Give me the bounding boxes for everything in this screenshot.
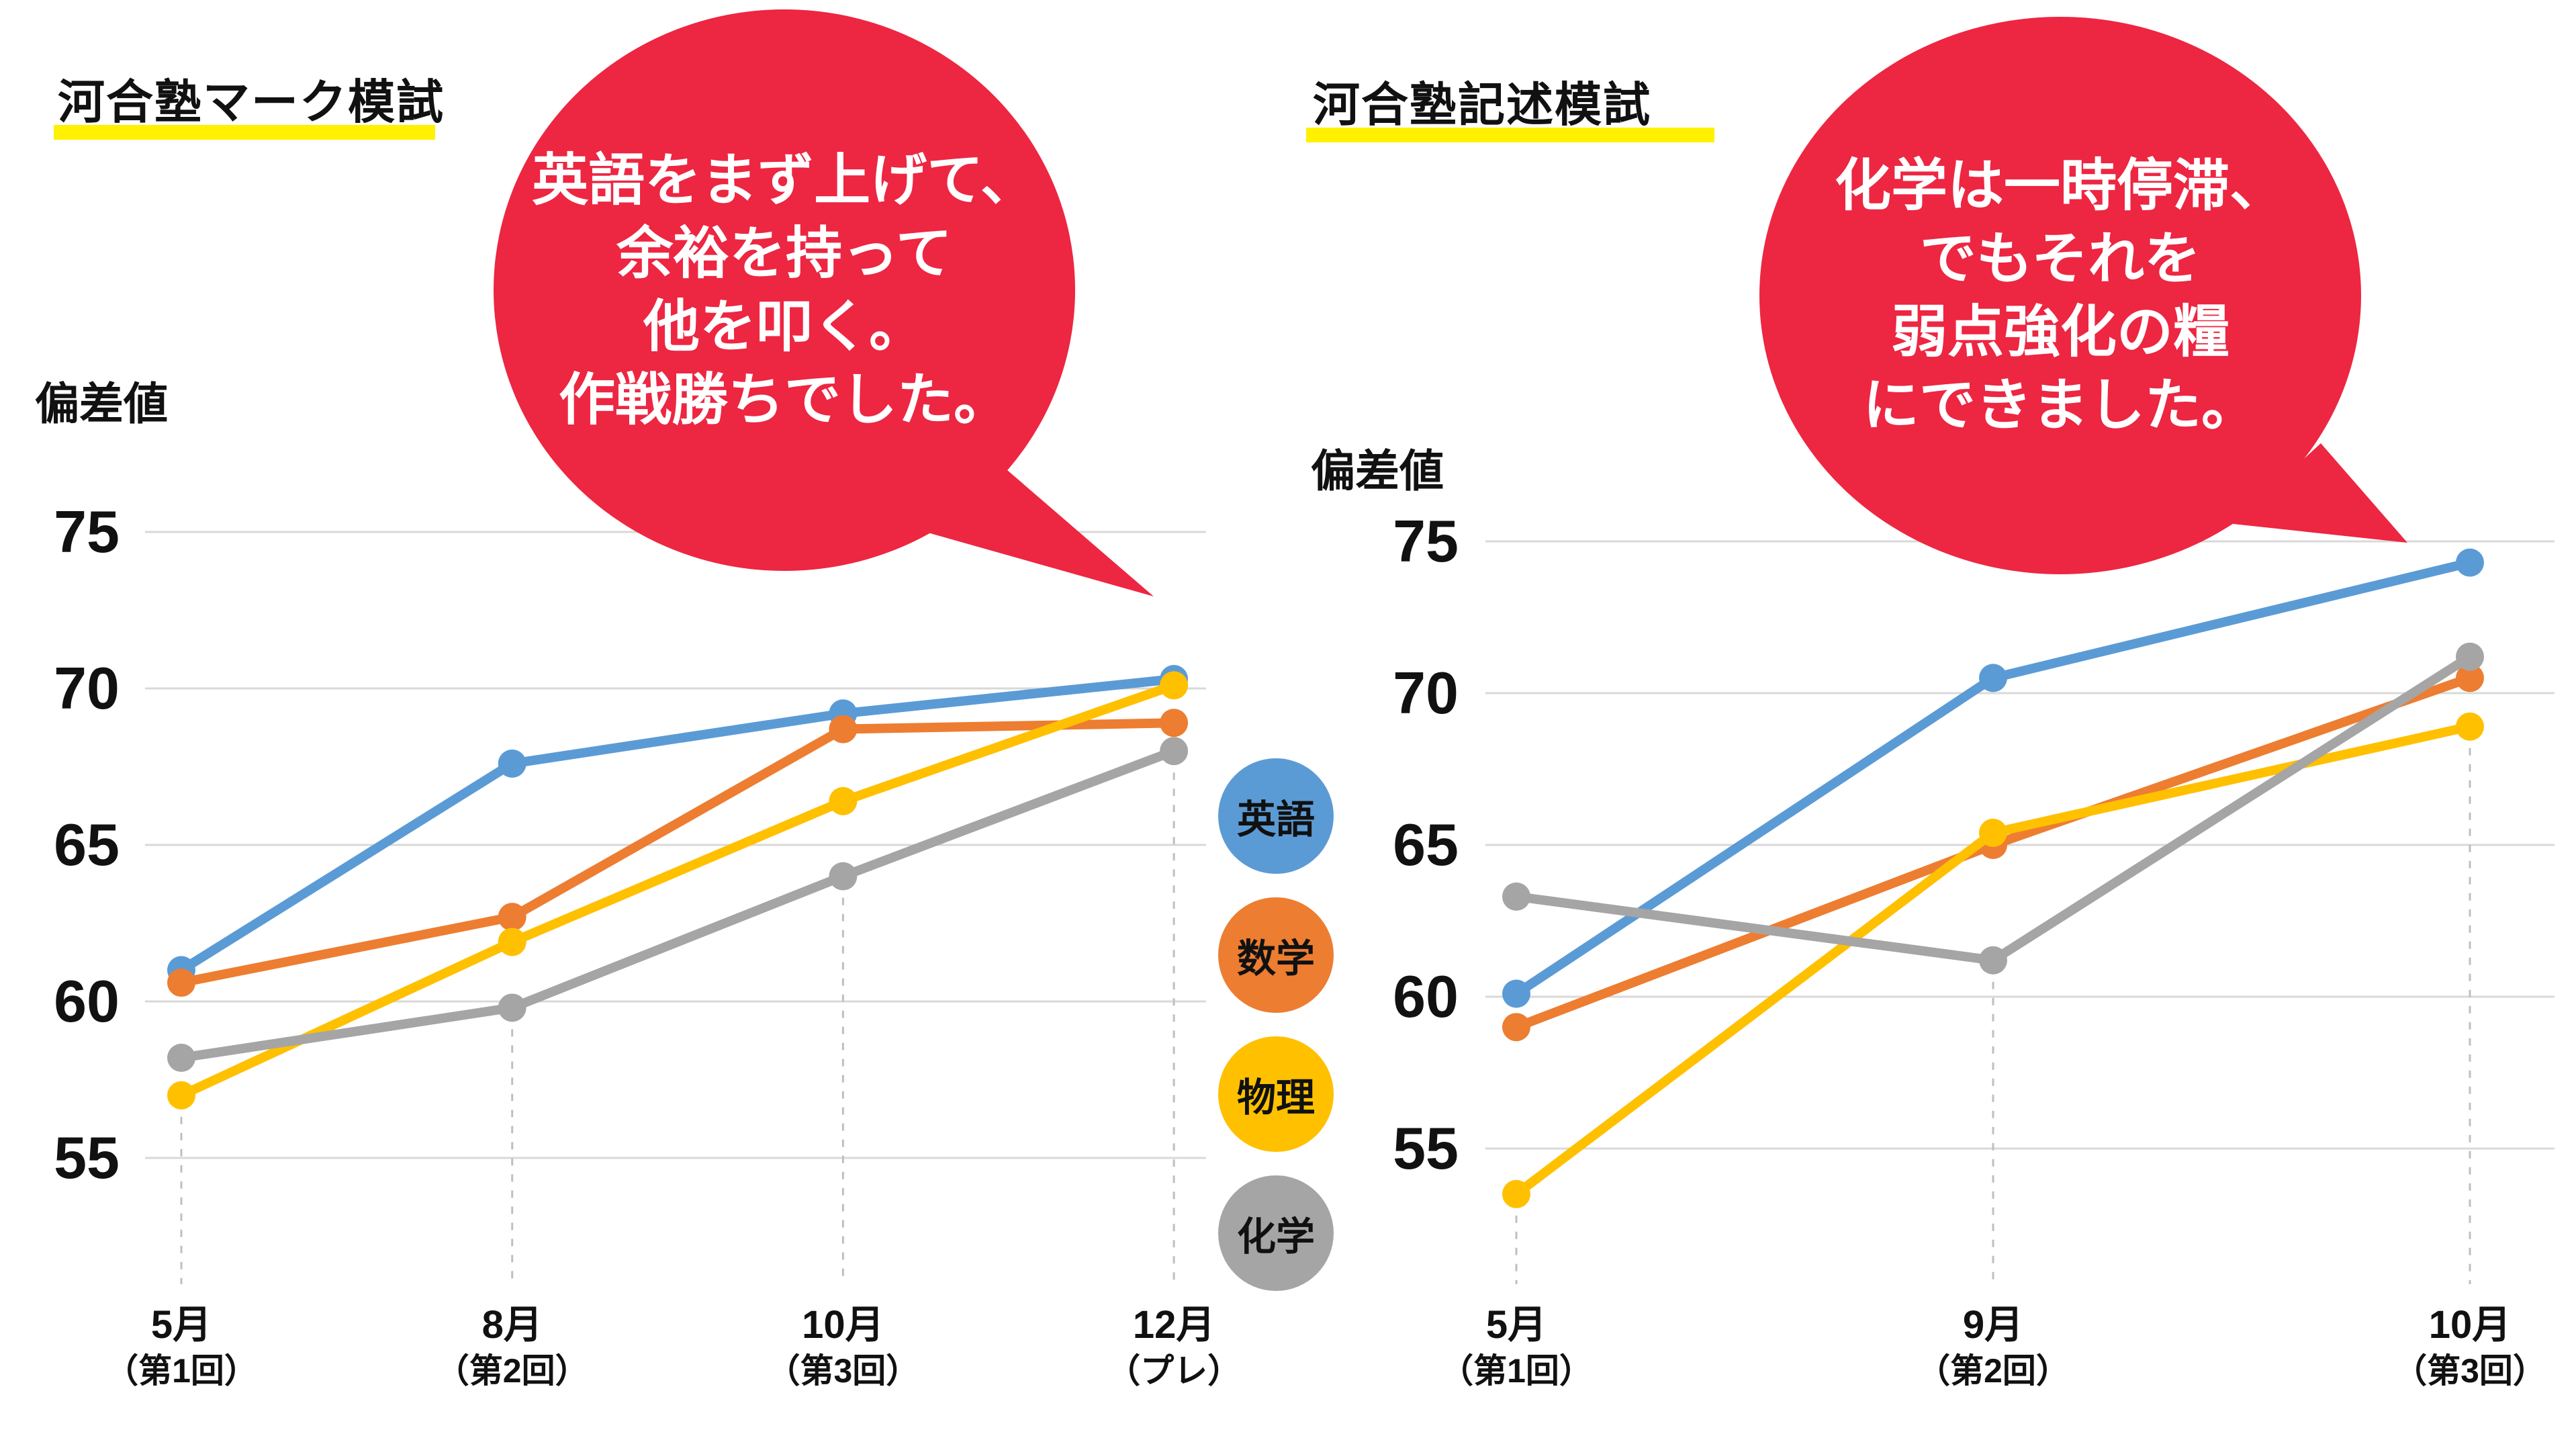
legend-item-english: 英語: [1218, 758, 1334, 874]
data-point-math: [167, 969, 195, 997]
data-point-physics: [1502, 1179, 1530, 1208]
data-point-math: [829, 715, 858, 744]
data-point-chemistry: [1160, 737, 1189, 766]
data-point-chemistry: [498, 993, 526, 1022]
data-point-physics: [829, 787, 858, 815]
series-line-english: [1512, 557, 2475, 999]
data-point-english: [1502, 979, 1530, 1008]
x-category-label: 8月: [482, 1303, 543, 1347]
right-chart-title: 河合塾記述模試: [1313, 79, 1651, 131]
left-title-highlight: [54, 125, 435, 140]
legend-label-english: 英語: [1236, 798, 1315, 842]
data-point-english: [498, 749, 526, 778]
x-category-sublabel: （プレ）: [1107, 1352, 1241, 1390]
data-point-physics: [498, 928, 526, 956]
right-title-highlight: [1306, 128, 1714, 142]
data-point-english: [1979, 664, 2007, 692]
left-yaxis-title: 偏差値: [35, 379, 168, 429]
x-category-sublabel: （第2回）: [436, 1352, 589, 1390]
data-point-english: [2456, 548, 2484, 577]
data-point-physics: [2456, 712, 2484, 741]
x-category-label: 5月: [1486, 1303, 1547, 1347]
legend-label-physics: 物理: [1236, 1076, 1315, 1120]
x-category-sublabel: （第3回）: [2393, 1352, 2546, 1390]
data-point-math: [1502, 1013, 1530, 1042]
right-yaxis-title: 偏差値: [1311, 446, 1444, 496]
y-tick-label: 60: [54, 968, 120, 1034]
y-tick-label: 70: [1393, 660, 1459, 726]
legend-item-math: 数学: [1218, 897, 1334, 1013]
series-line-english: [177, 674, 1179, 975]
series-line-chemistry: [177, 746, 1179, 1063]
left-chart-title: 河合塾マーク模試: [58, 76, 445, 128]
series-line-physics: [177, 680, 1179, 1100]
x-category-sublabel: （第2回）: [1917, 1352, 2070, 1390]
y-tick-label: 75: [54, 498, 120, 565]
x-category-sublabel: （第3回）: [766, 1352, 919, 1390]
data-point-physics: [1979, 818, 2007, 847]
x-category-sublabel: （第1回）: [1440, 1352, 1593, 1390]
legend-item-physics: 物理: [1218, 1036, 1334, 1152]
data-point-physics: [167, 1081, 195, 1110]
data-point-math: [2456, 664, 2484, 692]
data-point-chemistry: [1979, 946, 2007, 975]
legend-item-chemistry: 化学: [1218, 1175, 1334, 1291]
data-point-math: [1160, 709, 1189, 737]
x-category-label: 12月: [1133, 1303, 1215, 1347]
x-category-label: 5月: [151, 1303, 212, 1347]
legend-label-chemistry: 化学: [1236, 1215, 1315, 1259]
x-category-label: 10月: [802, 1303, 884, 1347]
y-tick-label: 75: [1393, 508, 1459, 574]
y-tick-label: 60: [1393, 963, 1459, 1030]
data-point-chemistry: [829, 862, 858, 891]
data-point-chemistry: [167, 1043, 195, 1072]
data-point-chemistry: [1502, 882, 1530, 911]
y-tick-label: 55: [1393, 1115, 1459, 1181]
data-point-physics: [1160, 671, 1189, 700]
series-line-math: [177, 718, 1179, 988]
series-line-chemistry: [1512, 652, 2475, 965]
y-tick-label: 55: [54, 1124, 120, 1191]
data-point-math: [498, 903, 526, 932]
x-category-sublabel: （第1回）: [105, 1352, 258, 1390]
x-category-label: 9月: [1963, 1303, 2023, 1347]
y-tick-label: 65: [1393, 811, 1459, 878]
legend-label-math: 数学: [1236, 937, 1315, 981]
y-tick-label: 65: [54, 811, 120, 878]
data-point-chemistry: [2456, 642, 2484, 671]
x-category-label: 10月: [2429, 1303, 2512, 1347]
y-tick-label: 70: [54, 655, 120, 721]
